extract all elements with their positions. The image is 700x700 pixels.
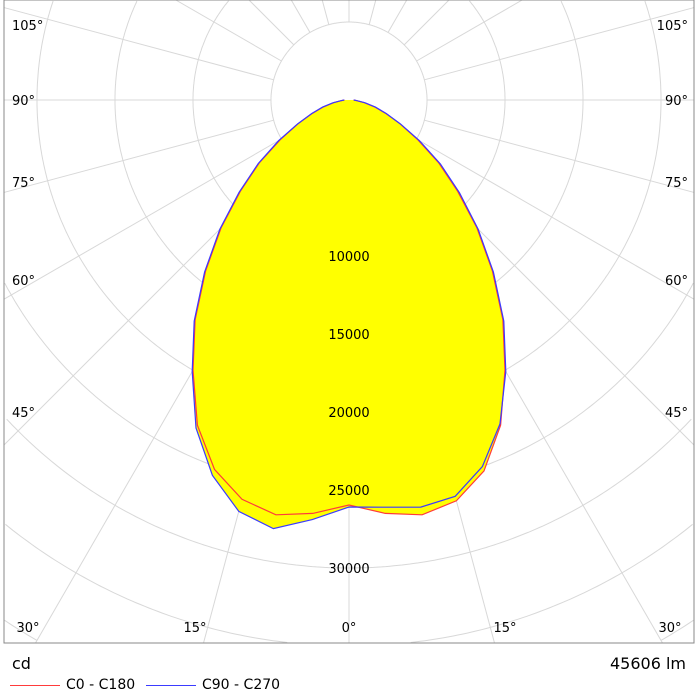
legend-label: C0 - C180	[66, 677, 136, 693]
grid-ray	[248, 0, 295, 46]
grid-circle	[4, 619, 694, 641]
grid-ray	[424, 7, 695, 81]
legend-item-c0: C0 - C180	[10, 676, 135, 694]
unit-label: cd	[12, 654, 31, 673]
series-lines	[191, 99, 507, 530]
radial-tick-label: 25000	[328, 484, 369, 499]
grid-ray	[416, 0, 523, 62]
angle-label: 105°	[657, 19, 688, 34]
angle-label: 90°	[665, 94, 688, 109]
angle-label: 60°	[12, 274, 35, 289]
angle-label: 45°	[665, 406, 688, 421]
grid-ray	[3, 119, 274, 193]
flux-label: 45606 lm	[609, 654, 686, 673]
angle-label: 15°	[493, 621, 516, 636]
angle-label: 0°	[342, 621, 357, 636]
series-fill	[192, 100, 506, 529]
grid-ray	[3, 138, 282, 300]
radial-tick-label: 20000	[328, 406, 369, 421]
grid-circle	[5, 523, 693, 643]
legend-item-c90: C90 - C270	[146, 676, 280, 694]
angle-label: 75°	[12, 176, 35, 191]
angle-label: 75°	[665, 176, 688, 191]
grid-ray	[3, 7, 274, 81]
grid-ray	[424, 119, 695, 193]
grid-ray	[368, 0, 377, 25]
legend-label: C90 - C270	[202, 677, 281, 693]
grid-ray	[403, 0, 450, 46]
radial-tick-label: 10000	[328, 250, 369, 265]
radial-tick-label: 15000	[328, 328, 369, 343]
legend-line-red	[10, 684, 60, 686]
grid-ray	[175, 0, 282, 62]
radial-tick-label: 30000	[328, 562, 369, 577]
angle-label: 15°	[183, 621, 206, 636]
angle-label: 30°	[658, 621, 681, 636]
intensity-fill	[192, 100, 506, 529]
series-line	[191, 99, 507, 530]
angle-label: 45°	[12, 406, 35, 421]
angle-label: 105°	[12, 19, 43, 34]
legend-line-blue	[146, 684, 196, 686]
grid-ray	[290, 0, 311, 33]
angle-label: 30°	[16, 621, 39, 636]
angle-label: 60°	[665, 274, 688, 289]
angle-label: 90°	[12, 94, 35, 109]
plot-frame	[3, 0, 695, 644]
grid-ray	[321, 0, 330, 25]
grid-ray	[416, 138, 695, 300]
grid-ray	[387, 0, 408, 33]
